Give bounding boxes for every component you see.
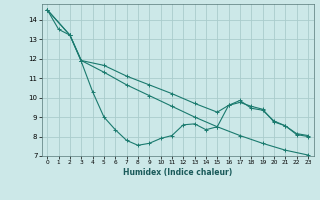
X-axis label: Humidex (Indice chaleur): Humidex (Indice chaleur) [123,168,232,177]
